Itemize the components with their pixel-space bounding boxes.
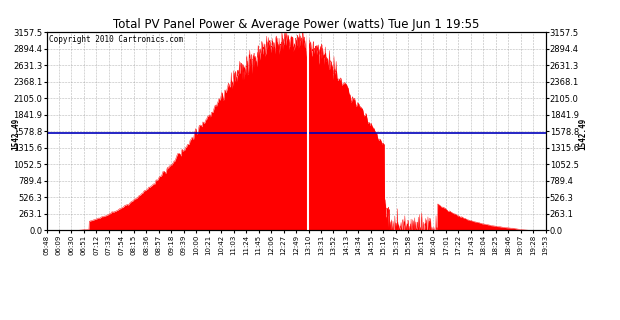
Title: Total PV Panel Power & Average Power (watts) Tue Jun 1 19:55: Total PV Panel Power & Average Power (wa…: [113, 18, 479, 31]
Text: Copyright 2010 Cartronics.com: Copyright 2010 Cartronics.com: [49, 35, 183, 44]
Text: 1542.49: 1542.49: [578, 117, 588, 150]
Text: 1542.49: 1542.49: [11, 117, 20, 150]
